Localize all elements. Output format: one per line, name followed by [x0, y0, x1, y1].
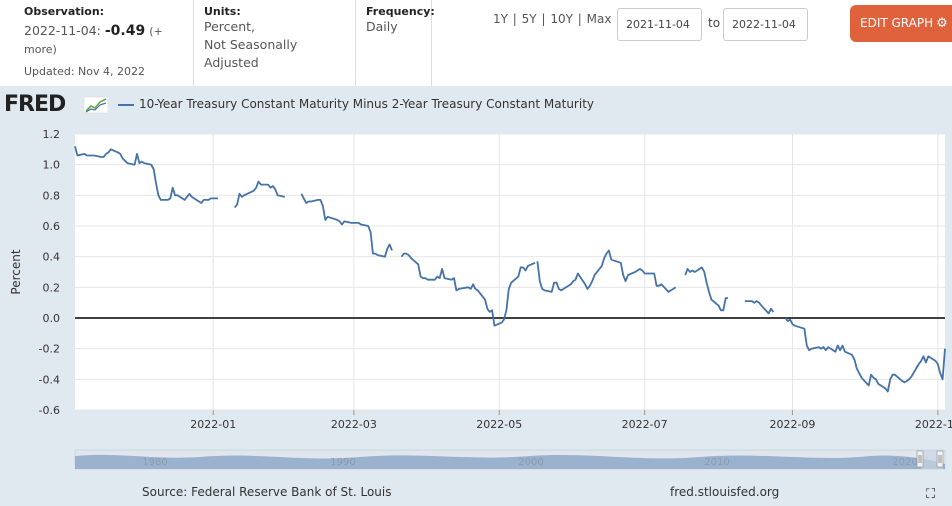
- to-label: to: [708, 16, 721, 30]
- units-line-2: Not Seasonally Adjusted: [204, 37, 298, 70]
- y-tick-label: -0.2: [39, 343, 60, 356]
- y-tick-label: 0.6: [43, 220, 61, 233]
- chart-legend[interactable]: 10-Year Treasury Constant Maturity Minus…: [118, 97, 594, 111]
- plot-area: [75, 134, 945, 410]
- range-separator: |: [541, 12, 546, 26]
- fred-logo-chart-icon: [84, 96, 108, 114]
- start-date-input[interactable]: [617, 8, 702, 41]
- units-line-1: Percent,: [204, 19, 256, 34]
- x-tick-label: 2022-11: [915, 418, 952, 431]
- x-tick-label: 2022-05: [476, 418, 522, 431]
- y-tick-label: 1.0: [43, 159, 61, 172]
- units-label: Units:: [204, 5, 241, 18]
- navigator-year-label: 1980: [142, 457, 167, 468]
- series-line-segment: [233, 180, 285, 209]
- range-max-button[interactable]: Max: [586, 12, 612, 26]
- frequency-panel: Frequency: Daily: [355, 0, 435, 86]
- navigator[interactable]: 1980 1990 2000 2010 2020: [74, 449, 946, 470]
- observation-panel: Observation: 2022-11-04: -0.49 (+ more) …: [24, 0, 194, 86]
- y-axis-label: Percent: [9, 249, 23, 294]
- fred-logo: FRED: [4, 92, 66, 117]
- x-tick-label: 2022-07: [622, 418, 668, 431]
- range-5y-button[interactable]: 5Y: [521, 12, 537, 26]
- range-1y-button[interactable]: 1Y: [493, 12, 508, 26]
- y-tick-label: 0.8: [43, 189, 61, 202]
- observation-label: Observation:: [24, 5, 105, 18]
- source-credit: Source: Federal Reserve Bank of St. Loui…: [142, 485, 392, 499]
- range-separator: |: [577, 12, 582, 26]
- series-line-segment: [536, 249, 677, 293]
- range-separator: |: [512, 12, 517, 26]
- edit-graph-button[interactable]: EDIT GRAPH ⚙: [850, 5, 952, 42]
- y-tick-label: -0.4: [39, 373, 60, 386]
- y-tick-label: -0.6: [39, 404, 60, 417]
- observation-value: -0.49: [104, 23, 146, 39]
- range-selector: 1Y | 5Y | 10Y | Max: [493, 12, 611, 26]
- series-line-segment: [784, 317, 946, 393]
- navigator-year-label: 2000: [518, 457, 543, 468]
- more-observations-link[interactable]: (+ more): [24, 25, 163, 56]
- series-line-segment: [300, 193, 393, 258]
- navigator-year-label: 2010: [704, 457, 729, 468]
- edit-graph-label: EDIT GRAPH: [860, 16, 934, 30]
- y-tick-label: 1.2: [43, 128, 61, 141]
- x-tick-label: 2022-03: [331, 418, 377, 431]
- x-tick-label: 2022-01: [190, 418, 236, 431]
- fred-logo-text: FRED: [4, 92, 66, 117]
- y-tick-label: 0.2: [43, 281, 61, 294]
- y-axis-ticks: 1.2 1.0 0.8 0.6 0.4 0.2 0.0 -0.2 -0.4 -0.6: [39, 128, 60, 417]
- navigator-left-handle[interactable]: [916, 450, 924, 468]
- navigator-area: [75, 454, 945, 469]
- fullscreen-icon[interactable]: ⛶: [926, 487, 936, 502]
- frequency-value: Daily: [366, 19, 398, 34]
- frequency-label: Frequency:: [366, 5, 435, 18]
- navigator-right-handle[interactable]: [936, 450, 944, 468]
- series-lines: [74, 146, 946, 393]
- fred-url-link[interactable]: fred.stlouisfed.org: [670, 485, 780, 499]
- y-tick-label: 0.4: [43, 251, 61, 264]
- series-line-segment: [744, 300, 775, 315]
- navigator-year-label: 1990: [330, 457, 355, 468]
- legend-series-label: 10-Year Treasury Constant Maturity Minus…: [139, 97, 595, 111]
- end-date-input[interactable]: [723, 8, 808, 41]
- navigator-labels: 1980 1990 2000 2010 2020: [142, 457, 917, 468]
- series-line-segment: [400, 252, 536, 327]
- units-panel: Units: Percent, Not Seasonally Adjusted: [193, 0, 355, 86]
- observation-date: 2022-11-04:: [24, 23, 101, 38]
- gear-icon: ⚙: [936, 16, 948, 31]
- legend-line-swatch: [118, 103, 134, 106]
- y-tick-label: 0.0: [43, 312, 61, 325]
- navigator-year-label: 2020: [892, 457, 917, 468]
- x-tick-label: 2022-09: [769, 418, 815, 431]
- observation-value-line: 2022-11-04: -0.49 (+ more): [24, 22, 194, 58]
- series-line-segment: [74, 146, 218, 204]
- series-line-segment: [684, 266, 729, 312]
- x-axis-ticks: 2022-01 2022-03 2022-05 2022-07 2022-09 2022-…: [190, 410, 952, 431]
- updated-date: Updated: Nov 4, 2022: [24, 65, 145, 78]
- range-10y-button[interactable]: 10Y: [550, 12, 573, 26]
- graph-header: Observation: 2022-11-04: -0.49 (+ more) …: [0, 0, 952, 86]
